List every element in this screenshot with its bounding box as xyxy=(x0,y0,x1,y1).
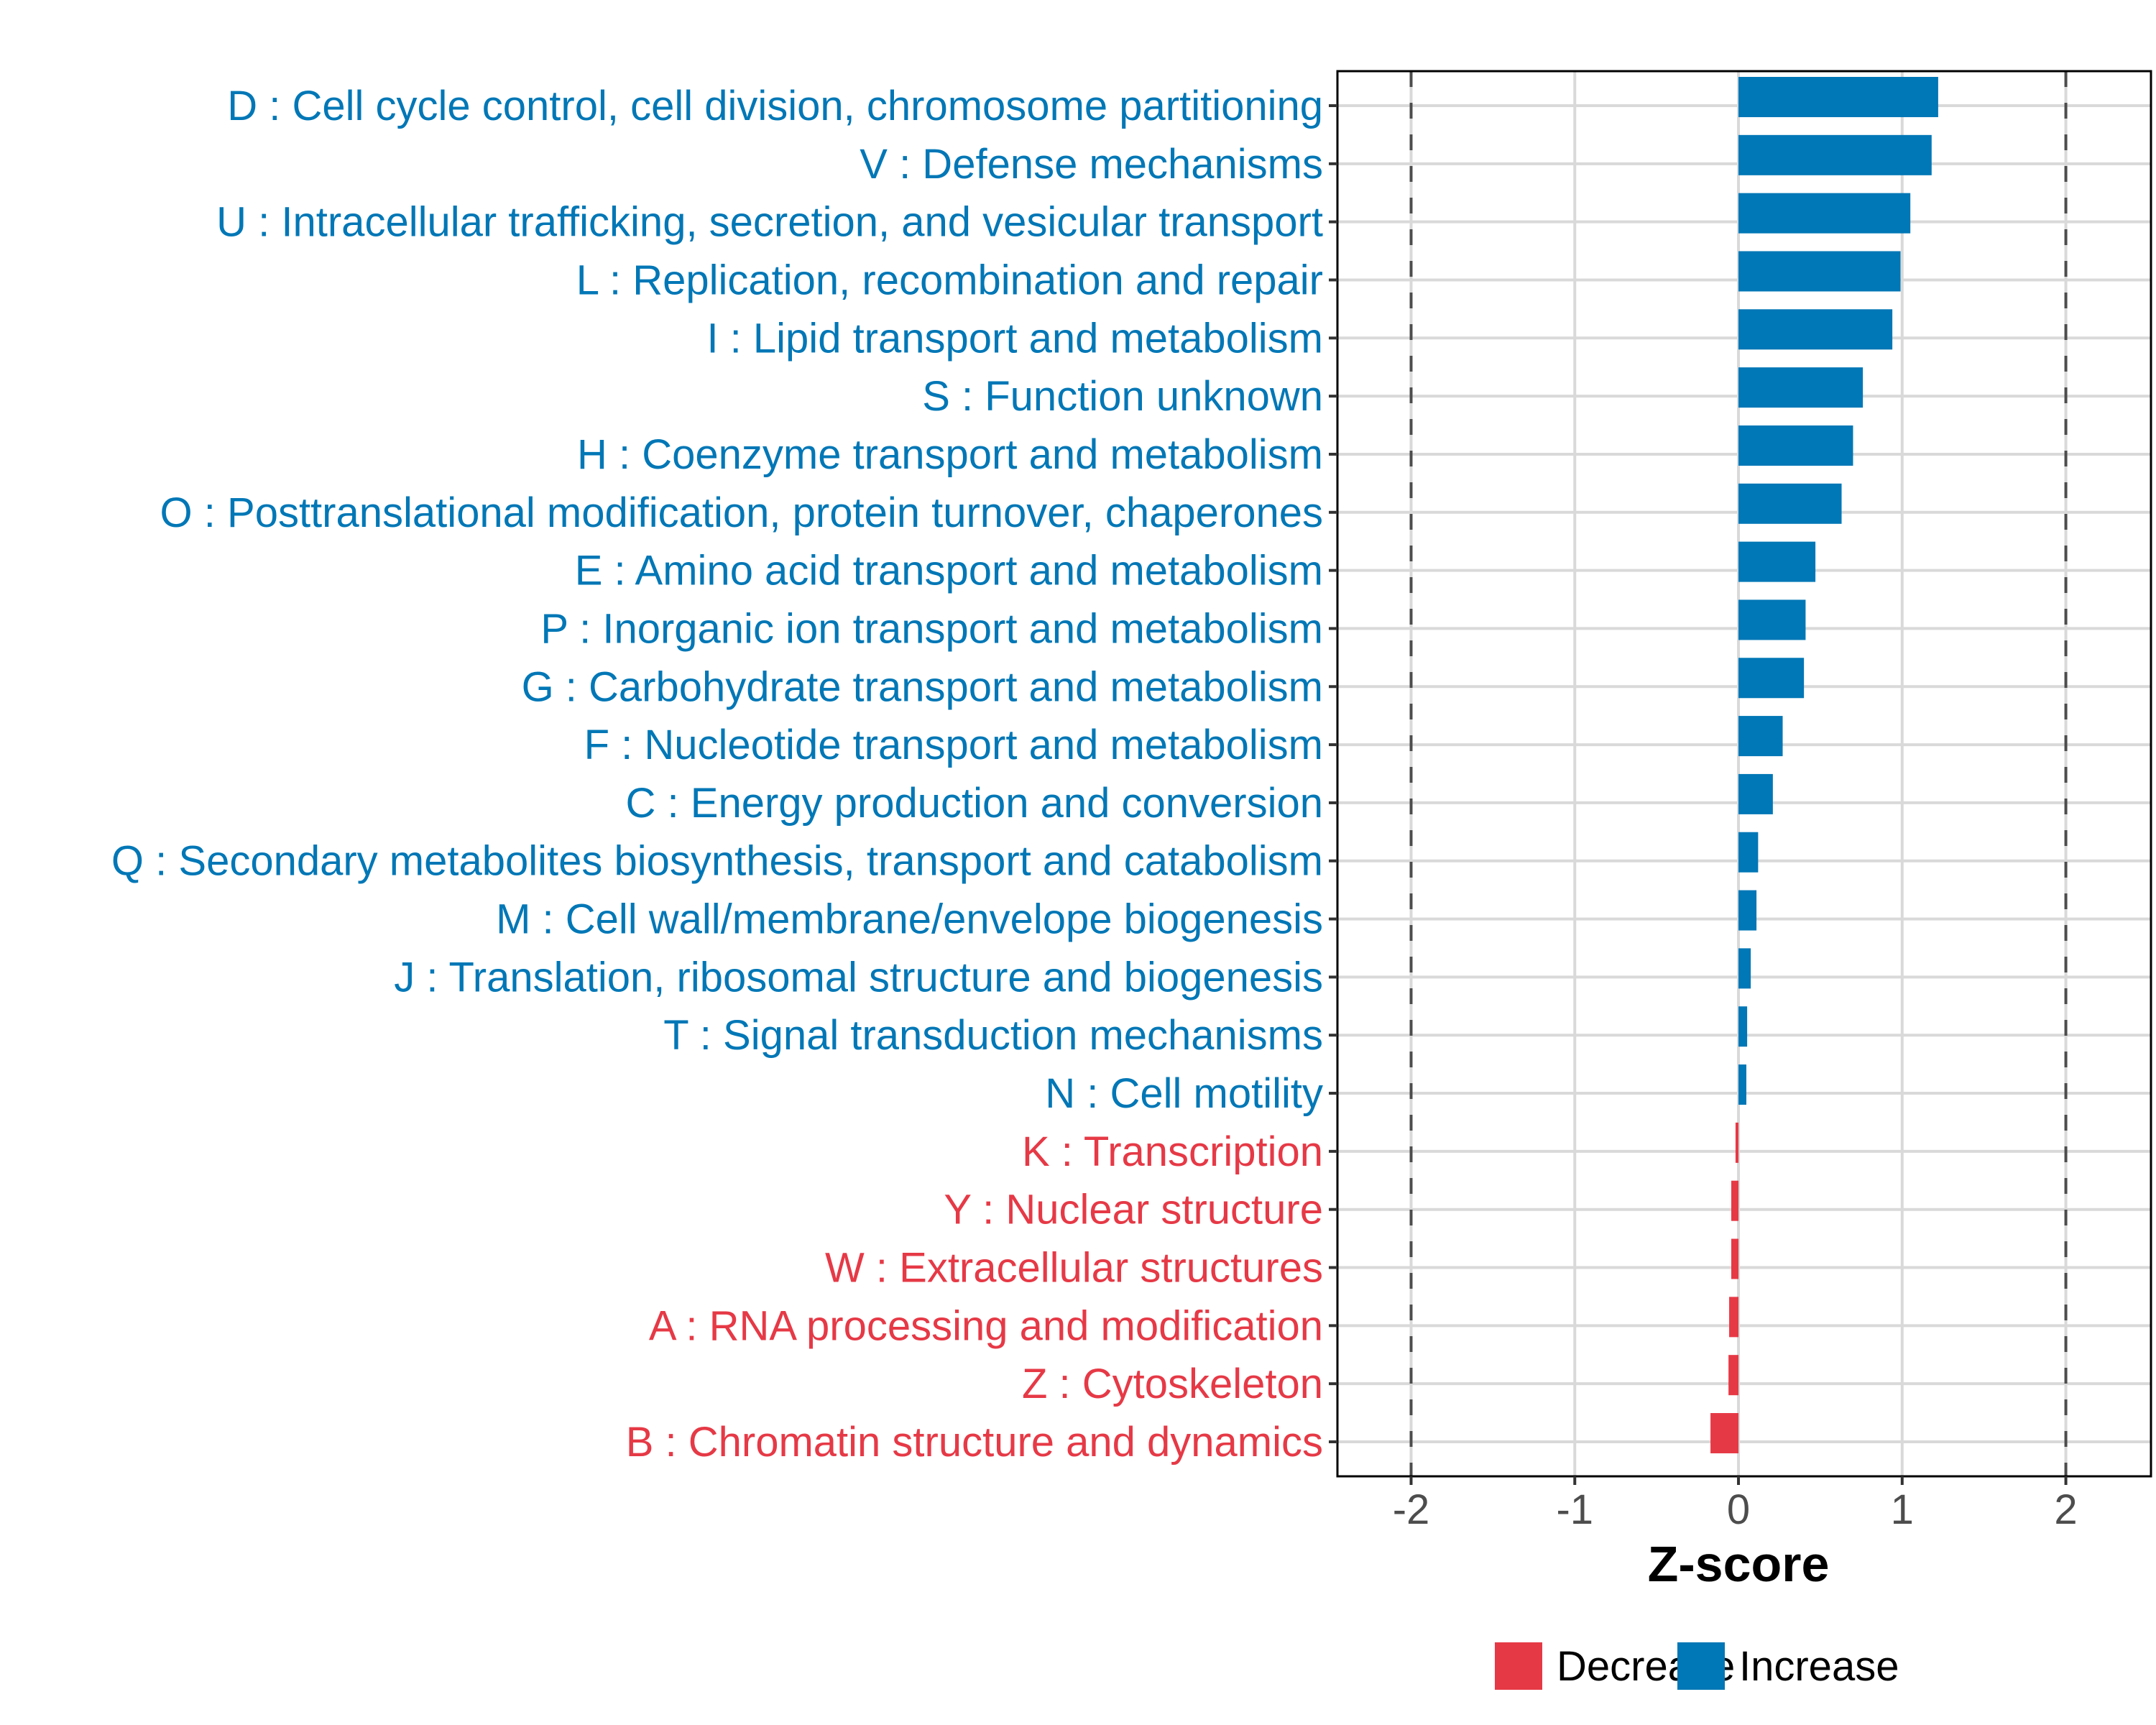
bar-p xyxy=(1738,599,1806,640)
panel-border xyxy=(1336,70,2152,1478)
category-label: O : Posttranslational modification, prot… xyxy=(160,489,1323,536)
category-label: S : Function unknown xyxy=(922,373,1323,420)
category-label: N : Cell motility xyxy=(1045,1070,1323,1117)
category-label: E : Amino acid transport and metabolism xyxy=(575,548,1323,594)
category-label: T : Signal transduction mechanisms xyxy=(663,1012,1323,1059)
category-label: Z : Cytoskeleton xyxy=(1022,1361,1323,1407)
bar-e xyxy=(1738,541,1816,582)
bar-g xyxy=(1738,658,1805,699)
category-label: U : Intracellular trafficking, secretion… xyxy=(216,199,1323,246)
x-axis-ticks xyxy=(1409,1476,2068,1485)
category-label: P : Inorganic ion transport and metaboli… xyxy=(540,605,1323,652)
x-tick-label: -2 xyxy=(1393,1486,1430,1533)
bar-b xyxy=(1710,1413,1739,1453)
bar-y xyxy=(1731,1180,1739,1221)
category-label: K : Transcription xyxy=(1022,1128,1323,1175)
bar-k xyxy=(1735,1122,1739,1163)
x-tick-label: 2 xyxy=(2054,1486,2077,1533)
bar-o xyxy=(1738,483,1842,524)
x-axis-labels: -2 -1 0 1 2 xyxy=(1393,1486,2078,1533)
bar-a xyxy=(1729,1297,1739,1338)
legend-label-increase: Increase xyxy=(1739,1643,1899,1690)
category-label: Q : Secondary metabolites biosynthesis, … xyxy=(111,838,1323,885)
bar-i xyxy=(1738,309,1893,350)
category-label: Y : Nuclear structure xyxy=(944,1187,1323,1233)
category-label: V : Defense mechanisms xyxy=(860,141,1323,188)
bars xyxy=(1710,77,1938,1453)
bar-z xyxy=(1728,1355,1739,1396)
category-label: D : Cell cycle control, cell division, c… xyxy=(227,83,1323,129)
bar-w xyxy=(1731,1238,1739,1279)
bar-m xyxy=(1738,890,1757,931)
legend: Decrease Increase xyxy=(1495,1642,1899,1690)
reference-lines xyxy=(1409,71,2068,1476)
category-label: C : Energy production and conversion xyxy=(626,780,1323,827)
category-label: M : Cell wall/membrane/envelope biogenes… xyxy=(496,896,1323,943)
bar-q xyxy=(1738,832,1759,873)
x-axis-title: Z-score xyxy=(1648,1536,1830,1592)
x-tick-label: 0 xyxy=(1727,1486,1750,1533)
category-label: J : Translation, ribosomal structure and… xyxy=(394,954,1323,1000)
bar-d xyxy=(1738,77,1938,117)
y-axis-ticks xyxy=(1329,104,1337,1443)
category-label: I : Lipid transport and metabolism xyxy=(706,315,1323,362)
y-axis-labels: D : Cell cycle control, cell division, c… xyxy=(111,83,1323,1466)
bar-n xyxy=(1738,1064,1746,1105)
category-label: A : RNA processing and modification xyxy=(649,1302,1323,1349)
legend-swatch-increase xyxy=(1677,1642,1725,1690)
x-tick-label: -1 xyxy=(1556,1486,1593,1533)
bar-v xyxy=(1738,134,1932,175)
bar-s xyxy=(1738,367,1864,408)
bar-h xyxy=(1738,425,1853,466)
x-tick-label: 1 xyxy=(1891,1486,1914,1533)
bar-f xyxy=(1738,716,1783,757)
bar-c xyxy=(1738,773,1773,814)
category-label: F : Nucleotide transport and metabolism xyxy=(584,722,1323,768)
category-label: B : Chromatin structure and dynamics xyxy=(626,1419,1323,1466)
category-label: G : Carbohydrate transport and metabolis… xyxy=(522,663,1323,710)
bar-t xyxy=(1738,1006,1748,1047)
legend-swatch-decrease xyxy=(1495,1642,1542,1690)
category-label: H : Coenzyme transport and metabolism xyxy=(577,431,1323,478)
category-label: W : Extracellular structures xyxy=(825,1245,1323,1292)
bar-j xyxy=(1738,948,1751,989)
category-label: L : Replication, recombination and repai… xyxy=(576,257,1323,303)
bar-l xyxy=(1738,251,1901,292)
bar-u xyxy=(1738,193,1911,234)
